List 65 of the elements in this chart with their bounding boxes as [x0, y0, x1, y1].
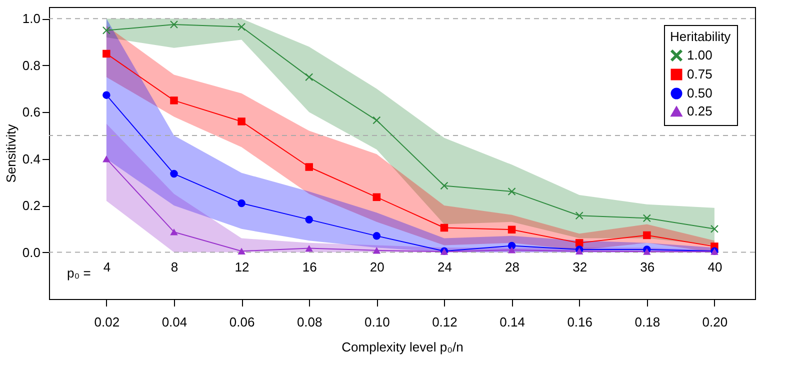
- y-tick-label: 0.8: [22, 58, 40, 73]
- point: [508, 226, 516, 234]
- x2-axis-title: p₀ =: [67, 266, 91, 280]
- point: [372, 232, 381, 240]
- x2-tick-label: 36: [640, 260, 655, 274]
- point: [440, 182, 448, 190]
- x-tick-label: 0.16: [567, 314, 592, 330]
- point: [575, 239, 584, 247]
- y-tick-label: 1.0: [22, 11, 40, 26]
- point: [305, 244, 313, 252]
- legend-title: Heritability: [670, 29, 732, 44]
- point: [238, 248, 246, 254]
- legend-label: 0.25: [687, 104, 712, 118]
- point: [238, 22, 246, 31]
- y-tick-label: 0.6: [22, 104, 40, 120]
- y-axis-title: Sensitivity: [3, 124, 18, 183]
- x2-tick-label: 32: [572, 260, 588, 274]
- point: [305, 163, 313, 171]
- point: [102, 26, 110, 34]
- y-tick-label: 0.4: [22, 151, 40, 166]
- x2-tick-label: 28: [505, 260, 520, 274]
- point: [372, 247, 381, 254]
- x2-tick-label: 4: [103, 260, 111, 274]
- point: [238, 118, 246, 126]
- point: [508, 246, 516, 254]
- point: [440, 224, 448, 232]
- x-tick-label: 0.20: [702, 314, 728, 330]
- point: [238, 199, 246, 208]
- point: [575, 212, 584, 220]
- x-tick-label: 0.12: [432, 314, 458, 330]
- x2-tick-label: 20: [370, 260, 384, 274]
- x2-tick-label: 24: [437, 260, 452, 274]
- y-tick-label: 0.2: [22, 198, 40, 214]
- point: [508, 188, 516, 196]
- point: [102, 155, 110, 162]
- legend-label: 0.50: [687, 86, 712, 100]
- x2-tick-label: 40: [708, 260, 722, 274]
- point: [305, 216, 313, 224]
- point: [372, 116, 381, 124]
- point: [102, 91, 110, 99]
- x-tick-label: 0.18: [634, 314, 660, 330]
- point: [710, 225, 718, 233]
- point: [170, 228, 178, 236]
- x2-tick-label: 8: [170, 260, 178, 274]
- point: [102, 50, 110, 58]
- x-tick-label: 0.06: [229, 314, 255, 330]
- x-tick-label: 0.08: [296, 314, 322, 330]
- x-tick-label: 0.02: [94, 314, 120, 330]
- point: [170, 96, 178, 104]
- x-tick-label: 0.14: [500, 314, 525, 330]
- legend-label: 0.75: [687, 66, 712, 82]
- point: [170, 20, 178, 28]
- point: [643, 214, 651, 222]
- point: [643, 248, 651, 255]
- point: [643, 231, 651, 240]
- x-tick-label: 0.04: [162, 314, 188, 330]
- x2-tick-label: 12: [234, 260, 250, 274]
- y-tick-label: 0.0: [22, 244, 40, 260]
- point: [170, 170, 178, 178]
- x2-tick-label: 16: [302, 260, 317, 274]
- x-tick-label: 0.10: [364, 314, 390, 330]
- point: [305, 73, 313, 81]
- x-axis-title: Complexity level p₀/n: [342, 340, 464, 354]
- point: [372, 193, 381, 202]
- legend-label: 1.00: [687, 48, 712, 62]
